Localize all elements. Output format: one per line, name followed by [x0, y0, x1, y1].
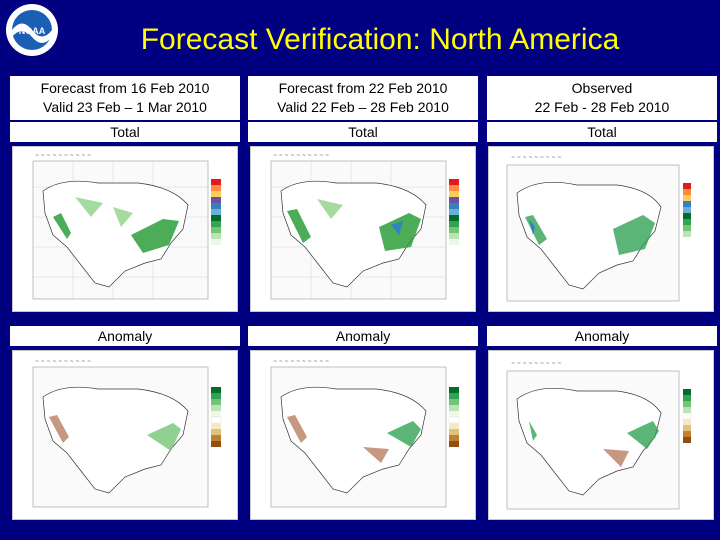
column-header-1: Forecast from 16 Feb 2010 Valid 23 Feb –… — [10, 76, 240, 120]
column-header-3-line1: Observed — [571, 80, 633, 96]
column-header-1-line2: Valid 23 Feb – 1 Mar 2010 — [43, 99, 207, 115]
noaa-logo-icon: NOAA — [5, 3, 59, 57]
anomaly-map-1: ~ ~ ~ ~ ~ ~ ~ ~ ~ ~ — [12, 350, 238, 520]
svg-text:~ ~ ~ ~ ~ ~ ~ ~ ~ ~: ~ ~ ~ ~ ~ ~ ~ ~ ~ ~ — [35, 153, 91, 159]
column-header-2: Forecast from 22 Feb 2010 Valid 22 Feb –… — [248, 76, 478, 120]
total-label-1: Total — [10, 122, 240, 142]
logo-text: NOAA — [19, 26, 46, 36]
total-map-1: ~ ~ ~ ~ ~ ~ ~ ~ ~ ~ — [12, 146, 238, 312]
svg-text:~ ~ ~ ~ ~ ~ ~ ~ ~ ~: ~ ~ ~ ~ ~ ~ ~ ~ ~ ~ — [35, 359, 91, 365]
column-header-2-line2: Valid 22 Feb – 28 Feb 2010 — [277, 99, 449, 115]
total-label-2: Total — [248, 122, 478, 142]
svg-text:~ ~ ~ ~ ~ ~ ~ ~ ~: ~ ~ ~ ~ ~ ~ ~ ~ ~ — [511, 155, 561, 161]
svg-text:~ ~ ~ ~ ~ ~ ~ ~ ~ ~: ~ ~ ~ ~ ~ ~ ~ ~ ~ ~ — [273, 359, 329, 365]
column-header-3: Observed 22 Feb - 28 Feb 2010 — [487, 76, 717, 120]
column-header-2-line1: Forecast from 22 Feb 2010 — [278, 80, 448, 96]
total-map-2: ~ ~ ~ ~ ~ ~ ~ ~ ~ ~ — [250, 146, 476, 312]
anomaly-map-3: ~ ~ ~ ~ ~ ~ ~ ~ ~ — [488, 350, 714, 520]
column-header-1-line1: Forecast from 16 Feb 2010 — [40, 80, 210, 96]
column-header-3-line2: 22 Feb - 28 Feb 2010 — [534, 99, 670, 115]
total-label-3: Total — [487, 122, 717, 142]
anomaly-label-3: Anomaly — [487, 326, 717, 346]
anomaly-label-1: Anomaly — [10, 326, 240, 346]
svg-text:~ ~ ~ ~ ~ ~ ~ ~ ~ ~: ~ ~ ~ ~ ~ ~ ~ ~ ~ ~ — [273, 153, 329, 159]
page-title: Forecast Verification: North America — [140, 23, 620, 56]
anomaly-map-2: ~ ~ ~ ~ ~ ~ ~ ~ ~ ~ — [250, 350, 476, 520]
svg-text:~ ~ ~ ~ ~ ~ ~ ~ ~: ~ ~ ~ ~ ~ ~ ~ ~ ~ — [511, 361, 561, 367]
total-map-3: ~ ~ ~ ~ ~ ~ ~ ~ ~ — [488, 146, 714, 312]
anomaly-label-2: Anomaly — [248, 326, 478, 346]
